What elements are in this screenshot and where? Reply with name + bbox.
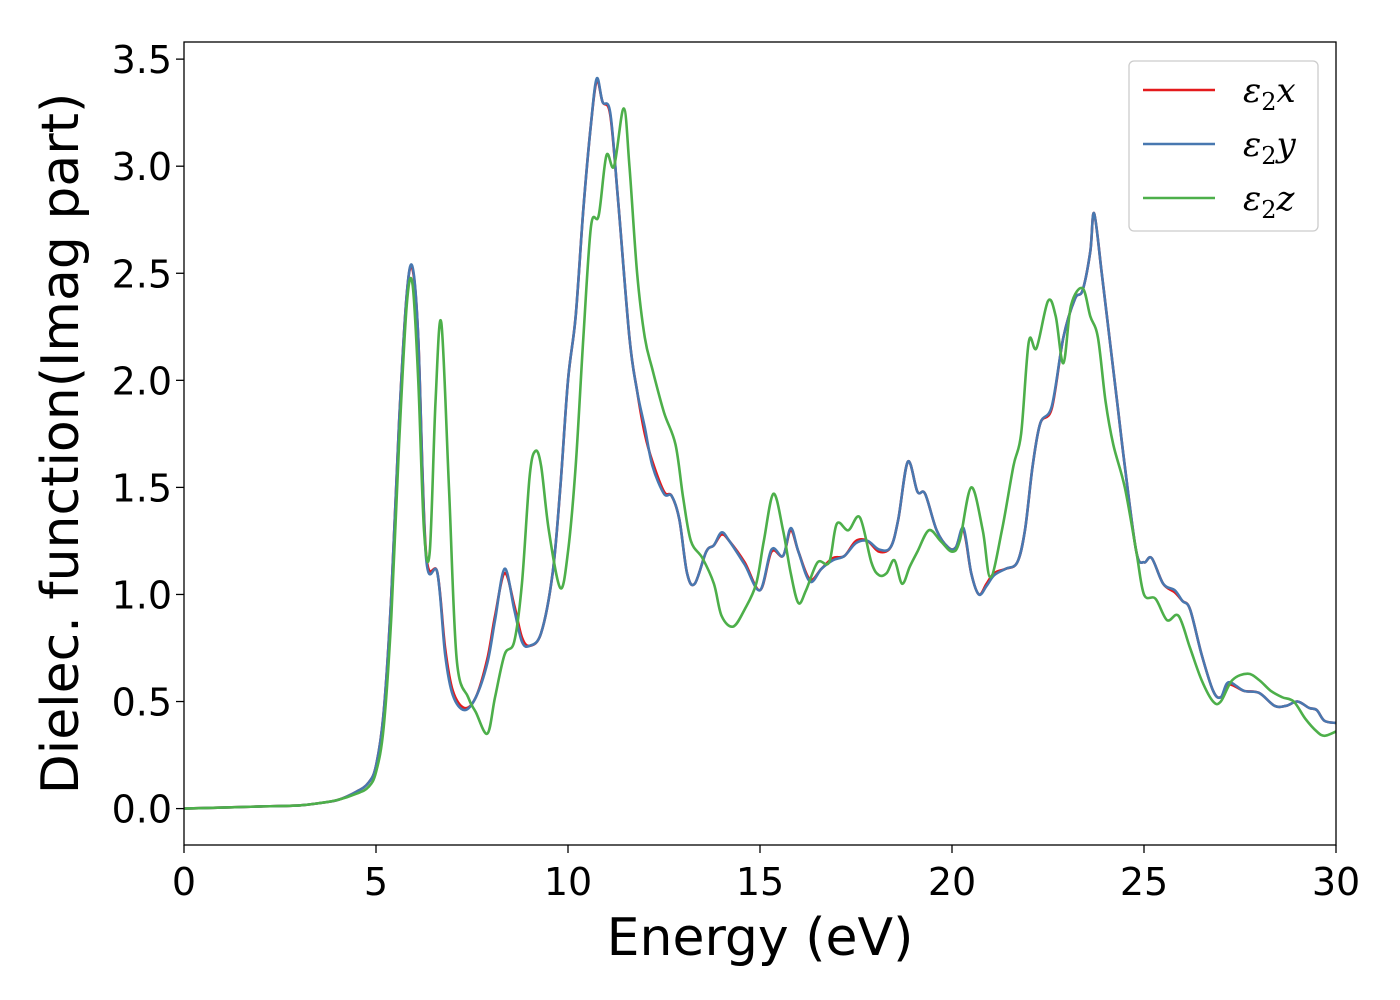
y-tick-label: 0.0 — [112, 788, 172, 832]
y-tick-label: 1.5 — [112, 466, 172, 510]
x-tick-label: 15 — [736, 860, 784, 904]
legend-label-2: ε2y — [1243, 125, 1297, 170]
y-tick-label: 2.0 — [112, 359, 172, 403]
x-tick-label: 5 — [364, 860, 388, 904]
x-axis-title: Energy (eV) — [607, 908, 914, 968]
y-tick-label: 3.5 — [112, 38, 172, 82]
y-axis-title: Dielec. function(Imag part) — [31, 93, 91, 795]
y-axis: 0.0 0.5 1.0 1.5 2.0 2.5 3.0 3.5 — [112, 38, 184, 832]
series-line-3 — [184, 107, 1336, 810]
series-layer — [184, 76, 1336, 810]
legend-label-3: ε2z — [1243, 179, 1296, 224]
x-tick-label: 30 — [1312, 860, 1360, 904]
y-tick-label: 0.5 — [112, 681, 172, 725]
y-tick-label: 2.5 — [112, 252, 172, 296]
legend: ε2x ε2y ε2z — [1128, 60, 1319, 232]
legend-box — [1128, 60, 1319, 232]
x-tick-label: 25 — [1120, 860, 1168, 904]
x-tick-label: 0 — [172, 860, 196, 904]
y-tick-label: 3.0 — [112, 145, 172, 189]
x-tick-label: 10 — [544, 860, 592, 904]
legend-label-1: ε2x — [1243, 71, 1296, 116]
x-axis: 0 5 10 15 20 25 30 — [172, 845, 1360, 904]
x-tick-label: 20 — [928, 860, 976, 904]
y-tick-label: 1.0 — [112, 573, 172, 617]
